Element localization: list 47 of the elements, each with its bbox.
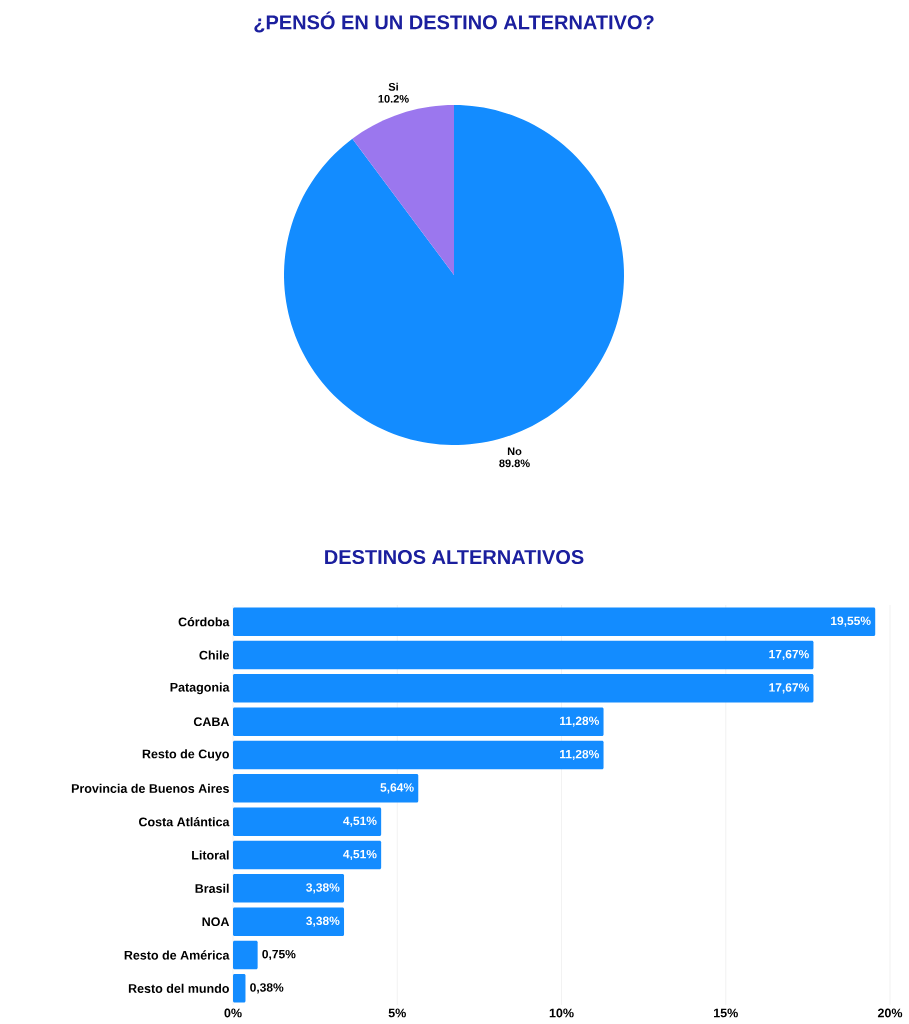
y-tick-label: Costa Atlántica: [138, 817, 230, 827]
data-label: 11,28%: [560, 716, 600, 727]
chart-title: DESTINOS ALTERNATIVOS: [325, 549, 584, 565]
y-tick-label: CABA: [193, 717, 230, 727]
y-tick-label: Córdoba: [178, 617, 230, 627]
data-label: 0,75%: [262, 949, 296, 961]
x-tick-label: 0%: [224, 1008, 242, 1018]
data-label: 17,67%: [769, 649, 809, 661]
x-tick-label: 20%: [877, 1008, 903, 1018]
y-tick-label: NOA: [202, 917, 230, 927]
bar: [233, 874, 345, 903]
bar: [233, 774, 419, 803]
slice-label: Si: [388, 82, 398, 91]
slice-label: No: [507, 447, 522, 456]
bar: [233, 840, 382, 870]
data-label: 3,38%: [306, 883, 340, 894]
y-tick-label: Patagonia: [170, 682, 230, 695]
y-tick-label: Brasil: [195, 883, 229, 893]
bar: [233, 740, 604, 770]
x-tick-label: 15%: [714, 1008, 738, 1018]
y-tick-label: Chile: [199, 650, 230, 660]
bar: [233, 607, 876, 636]
data-label: 11,28%: [560, 749, 600, 761]
bar: [233, 907, 345, 936]
data-label: 4,51%: [343, 816, 377, 827]
bar: [233, 807, 382, 836]
data-label: 0,38%: [250, 983, 284, 994]
y-tick-label: Resto de América: [124, 950, 230, 960]
chart-title: ¿PENSÓ EN UN DESTINO ALTERNATIVO?: [254, 11, 654, 33]
data-label: 10.2%: [378, 94, 409, 103]
data-label: 5,64%: [380, 783, 414, 794]
data-label: 17,67%: [769, 683, 809, 694]
bar: [233, 940, 258, 970]
bar: [233, 674, 814, 703]
bar: [233, 707, 604, 736]
y-tick-label: Resto de Cuyo: [142, 749, 229, 761]
bar: [233, 640, 814, 670]
x-tick-label: 5%: [388, 1008, 406, 1018]
data-label: 19,55%: [831, 616, 871, 627]
bar: [233, 974, 246, 1003]
data-label: 3,38%: [306, 916, 340, 927]
data-label: 89.8%: [499, 459, 530, 468]
data-label: 4,51%: [343, 849, 377, 861]
y-tick-label: Provincia de Buenos Aires: [71, 783, 229, 793]
x-tick-label: 10%: [549, 1008, 574, 1018]
y-tick-label: Resto del mundo: [128, 983, 229, 993]
y-tick-label: Litoral: [192, 850, 229, 860]
